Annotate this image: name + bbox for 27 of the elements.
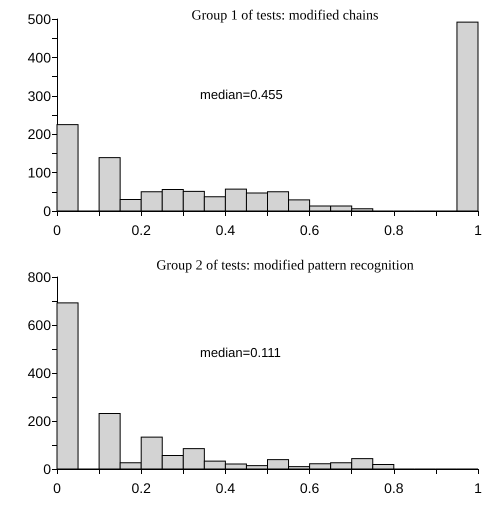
- y-tick-label: 0: [43, 461, 52, 477]
- y-tick-label: 400: [28, 49, 52, 66]
- x-tick-label: 1: [474, 222, 482, 238]
- y-tick-label: 800: [28, 269, 52, 285]
- y-tick-label: 200: [28, 126, 52, 142]
- x-tick-label: 0.8: [384, 222, 404, 238]
- x-tick-label: 0.2: [131, 222, 152, 238]
- y-tick-label: 400: [28, 365, 52, 381]
- chart-title: Group 2 of tests: modified pattern recognition: [156, 258, 414, 274]
- x-tick-label: 1: [474, 480, 482, 496]
- x-tick-label: 0.4: [216, 222, 236, 238]
- chart-title: Group 1 of tests: modified chains: [191, 8, 379, 24]
- annotation: median=0.455: [200, 87, 283, 102]
- x-tick-label: 0.6: [300, 222, 320, 238]
- annotation: median=0.111: [200, 345, 281, 360]
- y-tick-label: 500: [28, 11, 52, 27]
- x-tick-label: 0.2: [131, 480, 152, 496]
- y-tick-label: 0: [43, 203, 52, 219]
- y-tick-label: 100: [28, 164, 52, 181]
- y-tick-label: 200: [28, 413, 52, 429]
- y-tick-label: 300: [28, 88, 52, 104]
- x-tick-label: 0.8: [384, 480, 404, 496]
- x-tick-label: 0.4: [216, 480, 236, 496]
- y-tick-label: 600: [28, 317, 52, 333]
- x-tick-label: 0.6: [300, 480, 320, 496]
- x-tick-label: 0: [53, 480, 62, 496]
- x-tick-label: 0: [53, 222, 62, 238]
